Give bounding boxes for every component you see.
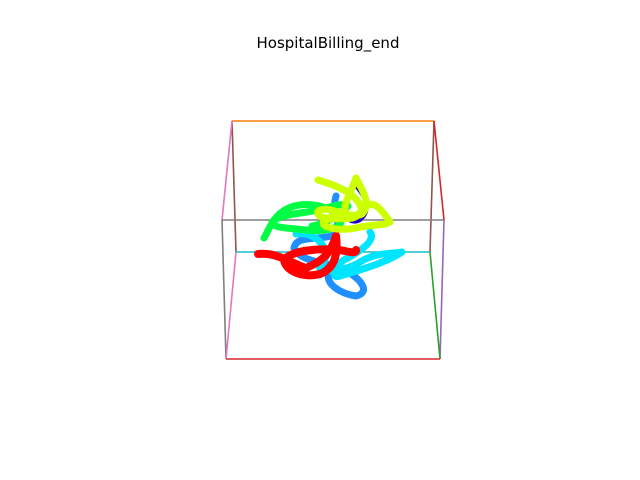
box-edge-back-left xyxy=(231,120,237,253)
trajectory-yellow-green[interactable] xyxy=(314,174,394,233)
trajectory-red[interactable] xyxy=(254,232,360,280)
trajectories xyxy=(254,174,406,300)
box-edge-top-right xyxy=(433,120,445,221)
box-edge-right-inner xyxy=(429,251,441,360)
box-edge-front-left xyxy=(221,219,227,360)
box-edge-left-diag xyxy=(225,251,237,360)
figure-title: HospitalBilling_end xyxy=(256,34,400,52)
trajectory-cyan[interactable] xyxy=(292,228,406,281)
box-edge-right-diag xyxy=(439,219,445,360)
box-edge-top-left xyxy=(221,120,233,221)
box-edge-back-right xyxy=(429,120,435,253)
